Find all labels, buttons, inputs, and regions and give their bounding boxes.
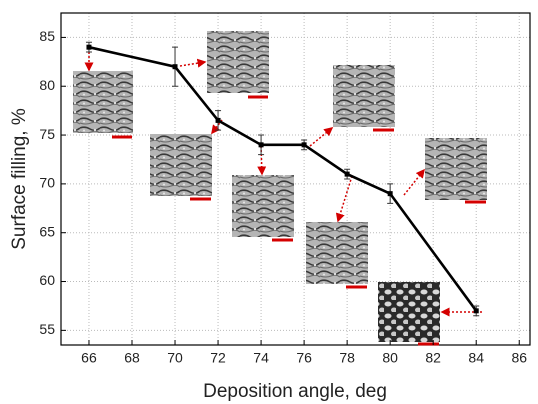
- x-tick-label: 82: [425, 350, 441, 366]
- x-tick-label: 76: [296, 350, 312, 366]
- data-point: [473, 308, 479, 314]
- arrows: [84, 52, 482, 317]
- data-point: [258, 142, 264, 148]
- arrow: [179, 58, 207, 68]
- x-tick-label: 72: [210, 350, 226, 366]
- x-tick-label: 68: [124, 350, 140, 366]
- arrow: [211, 119, 223, 135]
- inset-image: [232, 175, 294, 237]
- x-tick-label: 86: [511, 350, 527, 366]
- x-tick-label: 80: [382, 350, 398, 366]
- x-tick-label: 70: [167, 350, 183, 366]
- data-line: [88, 45, 478, 312]
- x-tick-label: 66: [81, 350, 97, 366]
- y-tick-label: 75: [39, 126, 55, 142]
- data-point: [301, 142, 307, 148]
- y-tick-label: 55: [39, 321, 55, 337]
- plot-frame: [60, 12, 531, 346]
- inset-image: [73, 71, 133, 133]
- x-tick-label: 74: [253, 350, 269, 366]
- inset-image: [306, 222, 368, 284]
- data-point: [344, 171, 350, 177]
- x-tick-label: 78: [339, 350, 355, 366]
- inset-image: [207, 31, 269, 93]
- y-tick-label: 65: [39, 223, 55, 239]
- inset-image: [378, 282, 440, 342]
- y-tick-label: 70: [39, 175, 55, 191]
- data-point: [86, 44, 92, 50]
- x-tick-label: 84: [468, 350, 484, 366]
- inset-image: [150, 134, 212, 196]
- data-point: [172, 64, 178, 70]
- arrow: [403, 168, 425, 196]
- insets: [73, 31, 487, 346]
- arrow: [309, 127, 334, 147]
- y-tick-label: 60: [39, 272, 55, 288]
- inset-image: [333, 65, 395, 127]
- y-tick-label: 80: [39, 77, 55, 93]
- y-tick-label: 85: [39, 28, 55, 44]
- inset-image: [425, 138, 487, 200]
- y-axis-title: Surface filling, %: [9, 108, 30, 250]
- data-point: [215, 117, 221, 123]
- x-axis-title: Deposition angle, deg: [203, 381, 387, 402]
- data-point: [387, 191, 393, 197]
- arrow: [335, 175, 353, 223]
